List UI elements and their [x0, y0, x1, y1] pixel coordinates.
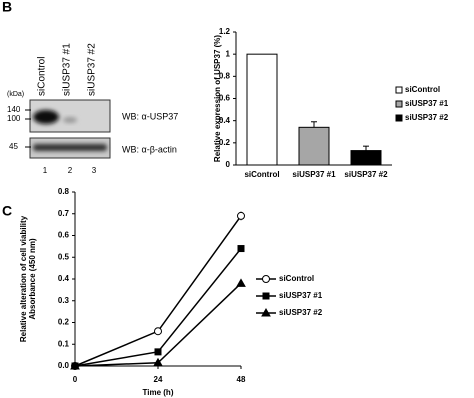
western-blot: (kDa) siControl siUSP37 #1 siUSP37 #2 14…: [7, 43, 178, 175]
marker: [262, 275, 270, 283]
lane-number: 1: [43, 166, 48, 175]
x-tick-label: siUSP37 #1: [292, 170, 336, 179]
y-tick-label: 0.3: [58, 296, 70, 305]
y-tick-label: 0.2: [58, 318, 70, 327]
series-line: [74, 215, 242, 367]
y-tick-label: 0.8: [58, 187, 70, 196]
legend-swatch: [395, 114, 403, 122]
x-tick-label: 48: [237, 375, 246, 384]
lane-number: 3: [92, 166, 97, 175]
x-tick-label: 0: [73, 375, 78, 384]
bar: [298, 126, 330, 166]
x-axis-label: Time (h): [143, 388, 174, 397]
marker: [154, 327, 162, 336]
marker-label: 100: [7, 114, 21, 123]
y-axis-label: Relative alteration of cell viability: [19, 215, 28, 342]
y-tick-label: 0.1: [58, 339, 70, 348]
y-tick-label: 0.5: [58, 252, 70, 261]
legend-label: siUSP37 #2: [279, 308, 323, 317]
y-tick-label: 0.0: [58, 361, 70, 370]
y-tick-label: 0.4: [219, 116, 231, 125]
lane-number: 2: [68, 166, 73, 175]
marker: [261, 307, 271, 317]
panel-label: B: [2, 0, 12, 15]
lane-label: siUSP37 #2: [87, 43, 98, 96]
lane-label: siControl: [37, 57, 48, 96]
band: [33, 110, 59, 124]
marker: [70, 360, 80, 370]
bar: [350, 150, 382, 166]
marker-label: 140: [7, 105, 21, 114]
legend-label: siControl: [405, 85, 440, 94]
band: [63, 117, 77, 123]
y-axis-label: Relative expression of USP37 (%): [213, 35, 222, 162]
legend-swatch: [395, 100, 403, 108]
x-tick-label: siControl: [244, 170, 279, 179]
y-tick-label: 0: [226, 160, 231, 169]
y-tick-label: 0.8: [219, 71, 231, 80]
y-axis-label: Absorbance (450 nm): [28, 238, 37, 320]
band: [33, 144, 107, 151]
marker-label: 45: [9, 142, 18, 151]
y-tick-label: 0.6: [58, 231, 70, 240]
y-tick-label: 1.2: [219, 27, 231, 36]
lane-label: siUSP37 #1: [62, 43, 73, 96]
legend-label: siUSP37 #1: [279, 291, 323, 300]
marker: [236, 278, 246, 287]
legend-label: siUSP37 #2: [405, 113, 449, 122]
marker: [262, 292, 270, 300]
legend-label: siControl: [279, 274, 314, 283]
y-tick-label: 1: [226, 49, 231, 58]
marker: [237, 211, 245, 220]
y-tick-label: 0.4: [58, 274, 70, 283]
bar: [246, 53, 278, 166]
probe-label: WB: α-USP37: [122, 111, 178, 121]
x-tick-label: siUSP37 #2: [344, 170, 388, 179]
kda-label: (kDa): [7, 91, 24, 98]
marker: [153, 357, 163, 367]
legend-swatch: [395, 86, 403, 94]
panel-label: C: [2, 203, 12, 219]
x-tick-label: 24: [154, 375, 163, 384]
probe-label: WB: α-β-actin: [122, 144, 177, 154]
y-tick-label: 0.7: [58, 209, 70, 218]
marker: [237, 245, 245, 253]
legend-label: siUSP37 #1: [405, 99, 449, 108]
y-tick-label: 0.6: [219, 94, 231, 103]
marker: [154, 348, 162, 356]
y-tick-label: 0.2: [219, 138, 231, 147]
